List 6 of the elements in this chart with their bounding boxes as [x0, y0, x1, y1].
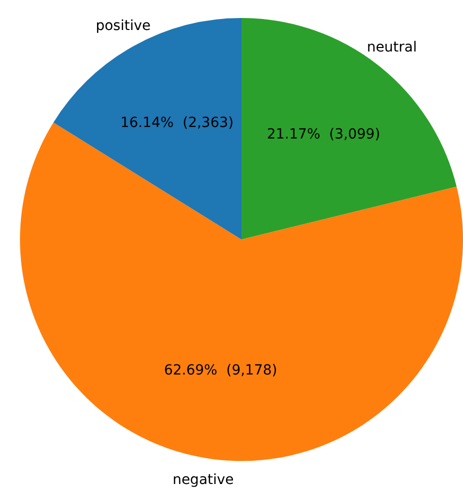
data-label: 62.69% (9,178) [164, 362, 278, 378]
slice-label: neutral [366, 39, 417, 56]
data-label: 16.14% (2,363) [120, 114, 234, 131]
slice-label: positive [96, 18, 151, 34]
slice-label: negative [172, 472, 234, 488]
data-label: 21.17% (3,099) [266, 126, 380, 143]
